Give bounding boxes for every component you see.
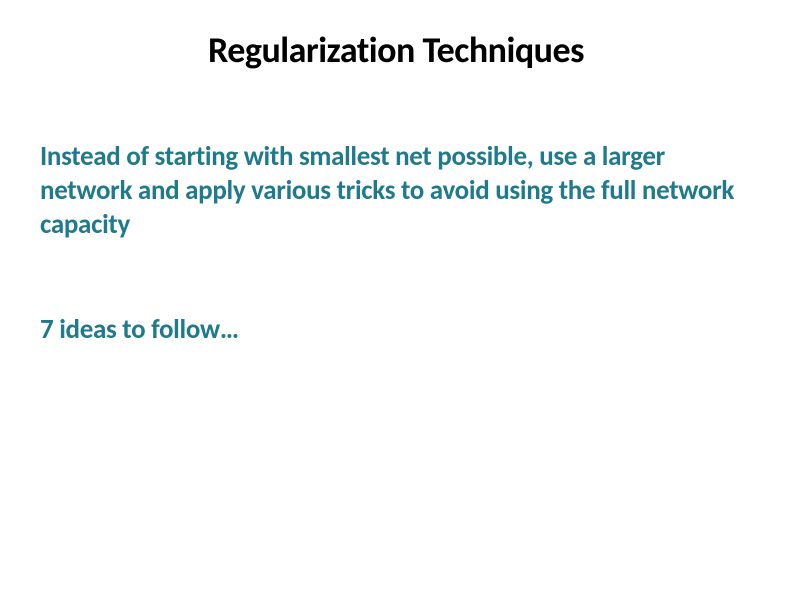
slide-body-text: Instead of starting with smallest net po… [40,140,752,241]
slide-followup-text: 7 ideas to follow… [40,313,752,346]
slide-container: Regularization Techniques Instead of sta… [0,0,792,612]
slide-title: Regularization Techniques [40,28,752,72]
